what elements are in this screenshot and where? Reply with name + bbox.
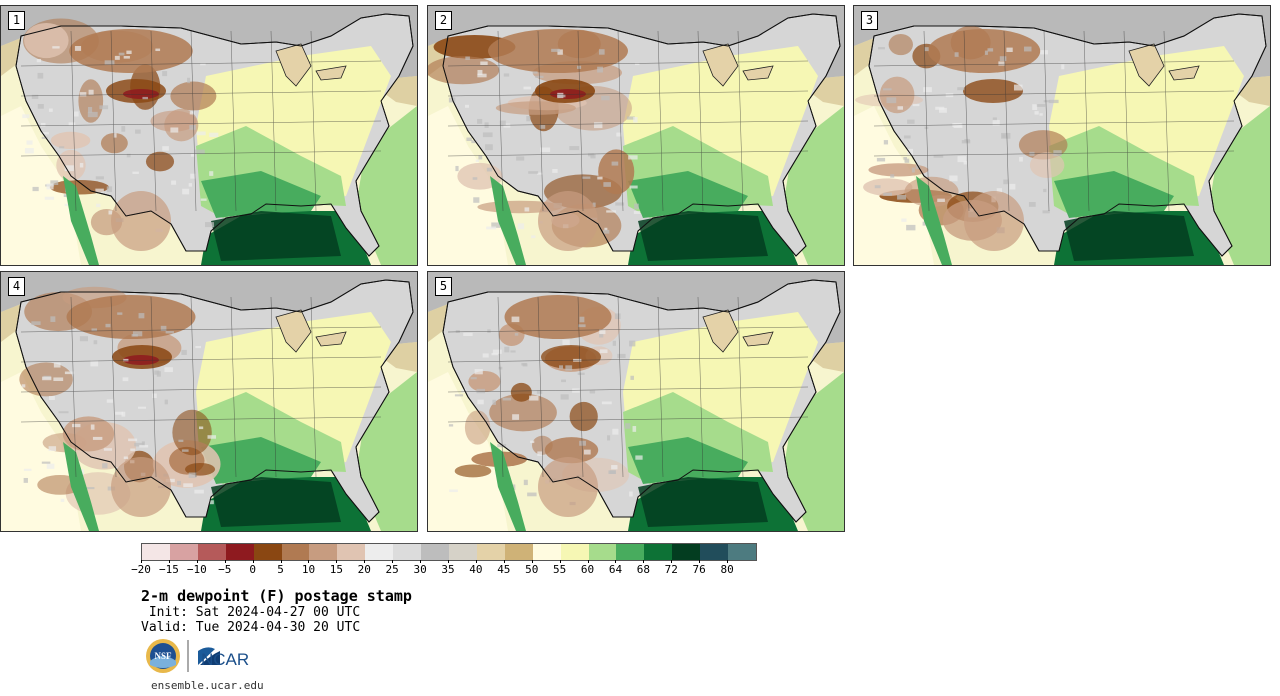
colorbar-segment bbox=[197, 544, 226, 560]
panel-number-label: 2 bbox=[435, 11, 452, 30]
svg-text:NSF: NSF bbox=[154, 651, 172, 661]
colorbar-tick-label: 20 bbox=[357, 563, 371, 576]
panel-number-label: 3 bbox=[861, 11, 878, 30]
colorbar-tick-mark bbox=[475, 560, 477, 563]
colorbar-tick-mark bbox=[308, 560, 310, 563]
map-image bbox=[428, 6, 844, 265]
colorbar-tick-mark bbox=[141, 560, 142, 563]
colorbar-tick-label: 25 bbox=[385, 563, 399, 576]
colorbar-segment bbox=[700, 544, 729, 560]
colorbar-tick-label: 60 bbox=[580, 563, 595, 576]
colorbar-tick-label: 15 bbox=[329, 563, 343, 576]
colorbar-tick-label: −15 bbox=[158, 563, 179, 576]
colorbar-segment bbox=[393, 544, 422, 560]
map-panel-2: 2 bbox=[427, 5, 845, 266]
map-image bbox=[1, 6, 417, 265]
panel-number-label: 5 bbox=[435, 277, 452, 296]
colorbar-tick-mark bbox=[224, 560, 226, 563]
colorbar-tick-mark bbox=[615, 560, 617, 563]
colorbar-segment bbox=[672, 544, 701, 560]
colorbar-tick-mark bbox=[392, 560, 394, 563]
colorbar-segment bbox=[588, 544, 617, 560]
map-panel-5: 5 bbox=[427, 271, 845, 532]
colorbar-segment bbox=[476, 544, 505, 560]
colorbar-tick-mark bbox=[168, 560, 170, 563]
colorbar-tick-mark bbox=[503, 560, 505, 563]
colorbar-segment bbox=[504, 544, 533, 560]
colorbar-segment bbox=[169, 544, 198, 560]
colorbar-segment bbox=[142, 544, 170, 560]
valid-time: Valid: Tue 2024-04-30 20 UTC bbox=[141, 620, 361, 635]
colorbar-segment bbox=[448, 544, 477, 560]
colorbar-segment bbox=[421, 544, 449, 560]
colorbar-tick-mark bbox=[448, 560, 449, 563]
logos: NSF NCAR bbox=[145, 637, 275, 675]
colorbar-tick-label: 40 bbox=[469, 563, 483, 576]
colorbar-segment bbox=[281, 544, 310, 560]
colorbar-segment bbox=[616, 544, 645, 560]
chart-title: 2-m dewpoint (F) postage stamp bbox=[141, 587, 412, 605]
colorbar-segment bbox=[644, 544, 673, 560]
panel-number-label: 1 bbox=[8, 11, 25, 30]
map-image bbox=[1, 272, 417, 531]
colorbar-tick-mark bbox=[280, 560, 282, 563]
colorbar-tick-mark bbox=[336, 560, 338, 563]
colorbar-tick-label: 35 bbox=[441, 563, 455, 576]
map-panel-1: 1 bbox=[0, 5, 418, 266]
map-image bbox=[854, 6, 1270, 265]
colorbar-tick-label: 64 bbox=[608, 563, 623, 576]
colorbar-tick-label: −20 bbox=[131, 563, 151, 576]
panel-number-label: 4 bbox=[8, 277, 25, 296]
colorbar-tick-mark bbox=[252, 560, 254, 563]
colorbar-tick-label: 72 bbox=[664, 563, 678, 576]
colorbar bbox=[141, 543, 757, 561]
colorbar-tick-label: −5 bbox=[218, 563, 232, 576]
colorbar-segment bbox=[365, 544, 394, 560]
colorbar-segment bbox=[309, 544, 338, 560]
colorbar-tick-mark bbox=[559, 560, 561, 563]
colorbar-tick-mark bbox=[364, 560, 366, 563]
init-time: Init: Sat 2024-04-27 00 UTC bbox=[141, 605, 361, 620]
colorbar-segment bbox=[532, 544, 561, 560]
colorbar-segment bbox=[225, 544, 254, 560]
colorbar-tick-mark bbox=[671, 560, 673, 563]
map-panel-3: 3 bbox=[853, 5, 1271, 266]
colorbar-tick-label: 0 bbox=[249, 563, 256, 576]
colorbar-tick-label: −10 bbox=[186, 563, 207, 576]
source-url: ensemble.ucar.edu bbox=[151, 679, 264, 692]
colorbar-tick-label: 55 bbox=[553, 563, 567, 576]
colorbar-segment bbox=[560, 544, 589, 560]
colorbar-tick-label: 80 bbox=[720, 563, 734, 576]
nsf-logo-icon: NSF bbox=[146, 639, 180, 673]
colorbar-segment bbox=[337, 544, 366, 560]
colorbar-segment bbox=[253, 544, 282, 560]
colorbar-tick-label: 5 bbox=[277, 563, 284, 576]
colorbar-tick-mark bbox=[420, 560, 422, 563]
colorbar-tick-label: 50 bbox=[525, 563, 539, 576]
colorbar-tick-label: 10 bbox=[301, 563, 316, 576]
ncar-logo-icon: NCAR bbox=[198, 647, 249, 669]
map-image bbox=[428, 272, 844, 531]
colorbar-tick-mark bbox=[727, 560, 729, 563]
svg-text:NCAR: NCAR bbox=[201, 650, 249, 669]
colorbar-tick-mark bbox=[643, 560, 645, 563]
colorbar-segment bbox=[728, 544, 756, 560]
map-panel-4: 4 bbox=[0, 271, 418, 532]
colorbar-tick-mark bbox=[699, 560, 701, 563]
colorbar-tick-mark bbox=[196, 560, 198, 563]
colorbar-tick-labels: −20 −15 −10 −5 0 5 10 15 20 25 30 35 40 45 50 55 60 64 68 7… bbox=[131, 560, 755, 582]
colorbar-tick-label: 76 bbox=[692, 563, 706, 576]
colorbar-tick-label: 68 bbox=[636, 563, 650, 576]
colorbar-tick-label: 45 bbox=[497, 563, 511, 576]
colorbar-tick-mark bbox=[531, 560, 533, 563]
colorbar-tick-label: 30 bbox=[413, 563, 427, 576]
colorbar-tick-mark bbox=[587, 560, 589, 563]
